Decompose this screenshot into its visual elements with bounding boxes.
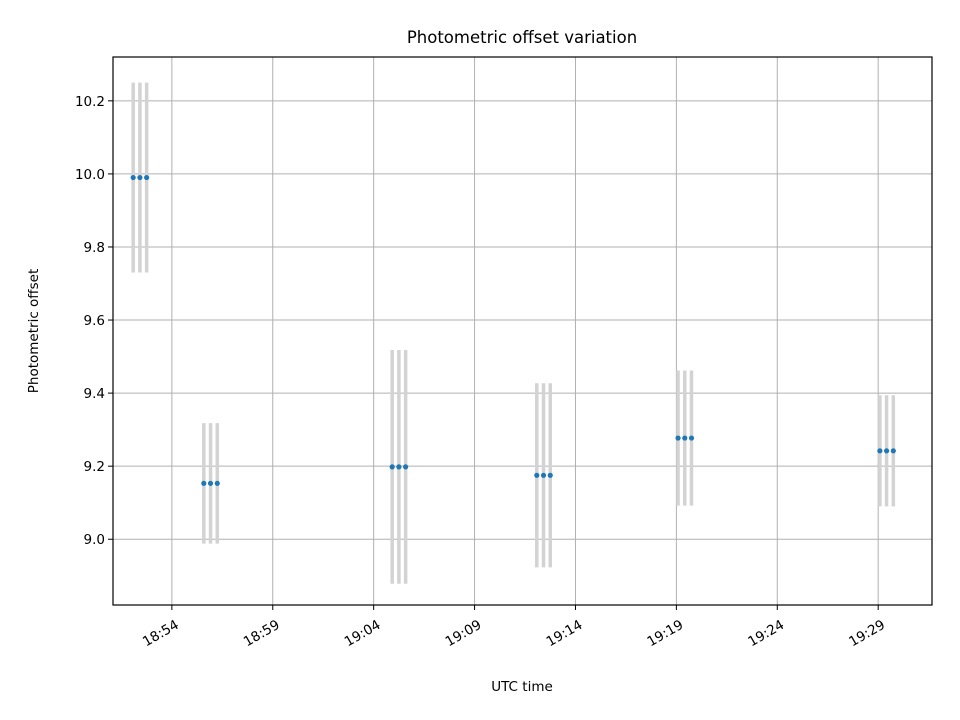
y-axis-label: Photometric offset: [26, 269, 42, 393]
data-point: [688, 435, 695, 441]
data-point: [144, 174, 150, 181]
data-point: [682, 435, 688, 441]
y-tick-label: 10.0: [75, 167, 105, 183]
data-point: [201, 480, 207, 486]
grid: [113, 57, 932, 605]
plot-frame: [112, 56, 933, 606]
chart-title: Photometric offset variation: [407, 28, 637, 47]
data-point: [396, 464, 402, 470]
y-tick-label: 9.2: [84, 459, 105, 475]
data-point: [890, 448, 896, 454]
data-point: [207, 480, 214, 486]
data-point: [547, 472, 553, 478]
data-point: [130, 174, 136, 181]
data-point: [675, 435, 681, 441]
y-tick-label: 9.0: [84, 532, 105, 548]
data-point: [403, 464, 409, 470]
y-axis-ticks: 9.0 9.2 9.4 9.6 9.8 10.0 10.2: [75, 94, 113, 548]
y-tick-label: 10.2: [75, 94, 105, 110]
data-point: [540, 472, 547, 478]
data-point: [883, 448, 890, 454]
x-axis-label: UTC time: [491, 679, 553, 695]
y-tick-label: 9.6: [84, 313, 105, 329]
data-point: [214, 480, 220, 486]
data-point: [877, 448, 883, 454]
data-points: [130, 174, 896, 486]
data-point: [137, 174, 143, 181]
y-tick-label: 9.8: [84, 240, 105, 256]
data-point: [534, 472, 540, 478]
y-tick-label: 9.4: [84, 386, 105, 402]
data-point: [389, 464, 395, 470]
